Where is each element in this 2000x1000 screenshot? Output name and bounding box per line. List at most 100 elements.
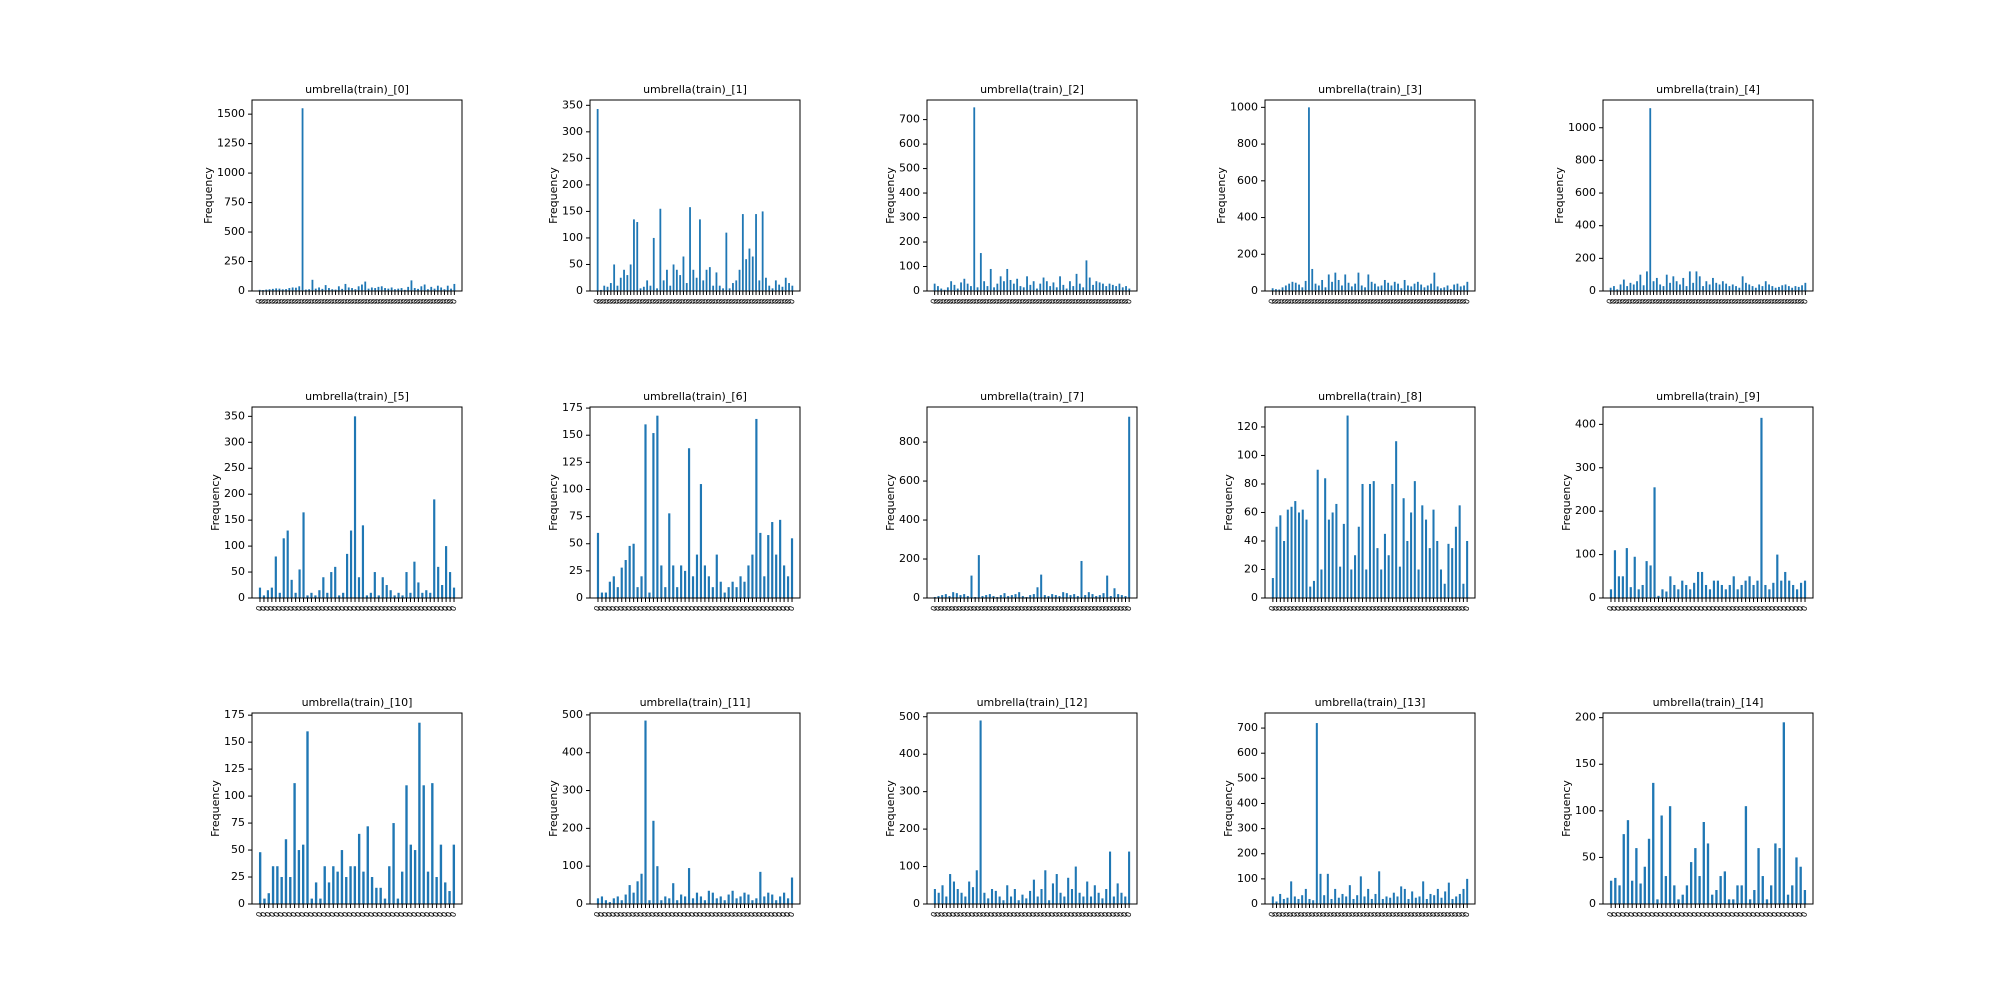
- bar: [1309, 586, 1312, 598]
- bar: [1451, 548, 1454, 598]
- x-tick-label: 0: [409, 605, 419, 612]
- x-tick-label: 0: [1355, 911, 1365, 918]
- bar: [308, 289, 311, 291]
- bar: [276, 866, 279, 904]
- y-tick-label: 40: [1244, 534, 1258, 547]
- bar: [1092, 284, 1094, 291]
- bar: [948, 596, 951, 598]
- x-tick-label: 0: [326, 605, 336, 612]
- bar: [1410, 512, 1413, 598]
- y-tick-label: 100: [899, 860, 920, 873]
- bar: [1082, 287, 1085, 291]
- x-tick-label: 0: [764, 298, 774, 305]
- bar: [377, 595, 380, 598]
- x-tick-label: 0: [1613, 605, 1623, 612]
- x-tick-label: 0: [1320, 298, 1330, 305]
- bar: [775, 554, 778, 598]
- bar: [266, 590, 269, 598]
- bar: [633, 219, 635, 292]
- x-tick-label: 0: [704, 298, 714, 305]
- x-tick-label: 0: [365, 605, 375, 612]
- bar: [1614, 877, 1617, 904]
- bar: [620, 567, 623, 598]
- panel-title: umbrella(train)_[0]: [305, 83, 409, 96]
- bars-13: 0000000000000000000000000000000000000000…: [1267, 723, 1472, 918]
- bar: [1695, 271, 1698, 291]
- x-tick-label: 0: [1737, 298, 1747, 305]
- bar: [1082, 896, 1085, 904]
- x-tick-label: 0: [1396, 298, 1406, 305]
- bar: [366, 826, 369, 904]
- bar: [1797, 286, 1800, 291]
- x-tick-label: 0: [1013, 911, 1023, 918]
- x-tick-label: 0: [418, 911, 428, 918]
- bar: [1609, 589, 1613, 598]
- x-tick-label: 0: [1005, 298, 1015, 305]
- bar: [1720, 584, 1723, 598]
- bar: [624, 560, 627, 598]
- x-tick-label: 0: [405, 605, 415, 612]
- y-axis-label: Frequency: [547, 167, 560, 224]
- bar: [1664, 876, 1668, 904]
- bar: [1436, 286, 1439, 291]
- bar: [613, 264, 616, 291]
- y-tick-label: 100: [1575, 548, 1596, 561]
- axes-frame: [1264, 99, 1476, 292]
- y-tick-label: 200: [899, 552, 920, 565]
- x-tick-label: 0: [1608, 298, 1618, 305]
- bar: [628, 885, 631, 904]
- bar: [707, 576, 710, 598]
- bar: [365, 595, 368, 598]
- bar: [1032, 594, 1035, 598]
- y-axis-label: Frequency: [209, 474, 222, 531]
- bar: [1032, 281, 1035, 291]
- y-tick-label: 20: [1244, 562, 1258, 575]
- x-tick-label: 0: [1700, 605, 1710, 612]
- y-tick-label: 600: [1575, 186, 1596, 199]
- x-tick-label: 0: [612, 911, 622, 918]
- y-tick-label: 200: [1575, 251, 1596, 264]
- bar: [778, 284, 781, 291]
- y-tick-label: 150: [224, 513, 245, 526]
- x-tick-label: 0: [341, 911, 351, 918]
- bar: [298, 286, 301, 291]
- bar: [639, 288, 642, 291]
- bar: [1673, 584, 1676, 598]
- y-tick-label: 350: [562, 98, 583, 111]
- bar: [1792, 584, 1795, 598]
- bar: [616, 587, 619, 598]
- bar: [1290, 881, 1293, 904]
- x-tick-label: 0: [1110, 298, 1120, 305]
- x-tick-label: 0: [1748, 605, 1758, 612]
- x-tick-label: 0: [373, 298, 383, 305]
- bar: [1698, 876, 1701, 904]
- x-tick-label: 0: [998, 911, 1008, 918]
- bar: [1740, 584, 1743, 598]
- bar: [1062, 284, 1065, 291]
- x-tick-label: 0: [1051, 911, 1061, 918]
- bar: [723, 592, 726, 598]
- x-tick-label: 0: [1407, 911, 1417, 918]
- x-tick-label: 0: [336, 298, 346, 305]
- x-tick-label: 0: [988, 298, 998, 305]
- x-tick-label: 0: [259, 911, 269, 918]
- bar: [1084, 595, 1087, 598]
- x-tick-label: 0: [319, 911, 329, 918]
- x-tick-label: 0: [964, 911, 974, 918]
- x-tick-label: 0: [604, 605, 614, 612]
- x-tick-label: 0: [1297, 298, 1307, 305]
- x-tick-label: 0: [1337, 911, 1347, 918]
- bar: [1101, 898, 1104, 904]
- bar: [1045, 281, 1048, 291]
- bar: [407, 286, 410, 291]
- bar: [609, 283, 612, 291]
- bar: [971, 887, 975, 904]
- x-tick-label: 0: [1414, 911, 1424, 918]
- y-tick-label: 0: [913, 284, 920, 297]
- bar: [1655, 277, 1658, 291]
- x-tick-label: 0: [421, 605, 431, 612]
- x-tick-label: 0: [782, 911, 792, 918]
- bar: [735, 898, 738, 904]
- x-tick-label: 0: [1685, 605, 1695, 612]
